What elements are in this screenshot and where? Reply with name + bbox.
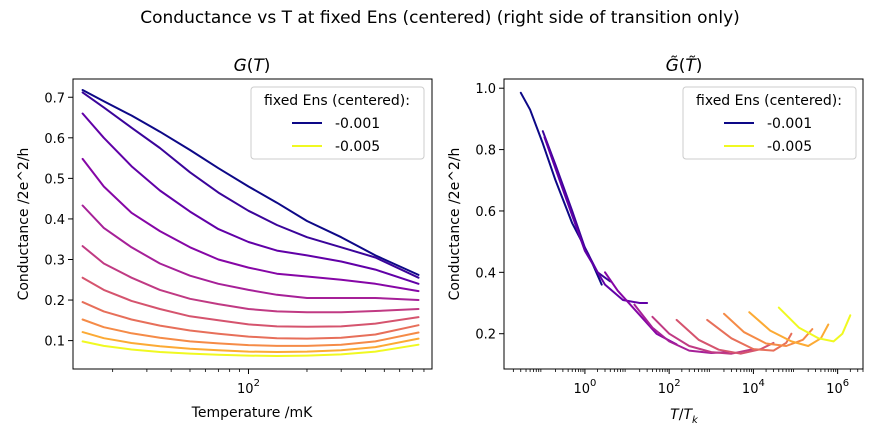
right-xtick-label: 100 bbox=[573, 378, 596, 397]
right-xtick-label: 106 bbox=[826, 378, 849, 397]
left-ytick-label: 0.5 bbox=[44, 172, 65, 187]
right-chart-title: G̃(T̃) bbox=[666, 55, 703, 76]
right-series-line-8 bbox=[706, 318, 793, 352]
left-series-line-11 bbox=[81, 340, 420, 357]
left-xtick-label: 102 bbox=[237, 378, 260, 397]
left-legend-label-2: -0.005 bbox=[335, 139, 380, 155]
left-chart-title: G(T) bbox=[234, 56, 271, 76]
left-series-line-1 bbox=[81, 89, 420, 276]
left-ytick-label: 0.1 bbox=[44, 335, 65, 350]
left-legend-box bbox=[250, 86, 425, 160]
left-plot-lines bbox=[81, 89, 420, 357]
left-ytick-label: 0.6 bbox=[44, 132, 65, 147]
right-series-line-11 bbox=[777, 306, 852, 343]
left-ytick-label: 0.3 bbox=[44, 253, 65, 268]
right-series-line-3 bbox=[543, 136, 649, 304]
right-series-line-9 bbox=[723, 312, 814, 347]
right-xtick-label: 104 bbox=[742, 378, 765, 397]
left-legend: fixed Ens (centered): -0.001 -0.005 bbox=[250, 86, 425, 160]
left-subplot: G(T) 0.1 0.2 0.3 0.4 0.5 0.6 0.7 102 Temperatur… bbox=[16, 56, 433, 421]
left-series-line-2 bbox=[81, 91, 420, 279]
right-legend-label-1: -0.001 bbox=[767, 116, 812, 132]
right-legend-box bbox=[682, 86, 857, 160]
left-ytick-label: 0.7 bbox=[44, 91, 65, 106]
right-xlabel: T/Tk bbox=[670, 407, 699, 426]
left-axis-ticks: 0.1 0.2 0.3 0.4 0.5 0.6 0.7 102 bbox=[44, 91, 425, 397]
left-xlabel: Temperature /mK bbox=[191, 405, 313, 421]
left-series-line-10 bbox=[81, 331, 420, 353]
left-series-line-7 bbox=[81, 276, 420, 328]
right-ytick-label: 0.8 bbox=[475, 144, 496, 159]
left-series-line-4 bbox=[81, 157, 420, 293]
left-series-line-8 bbox=[81, 301, 420, 340]
left-series-line-3 bbox=[81, 112, 420, 285]
left-legend-title: fixed Ens (centered): bbox=[264, 93, 410, 109]
left-ylabel: Conductance /2e^2/h bbox=[16, 148, 32, 301]
figure-suptitle: Conductance vs T at fixed Ens (centered)… bbox=[140, 8, 740, 28]
right-xtick-label: 102 bbox=[658, 378, 681, 397]
right-ylabel: Conductance /2e^2/h bbox=[447, 148, 463, 301]
right-legend-label-2: -0.005 bbox=[767, 139, 812, 155]
right-plot-lines bbox=[519, 91, 852, 355]
right-series-line-10 bbox=[748, 311, 830, 347]
left-ytick-label: 0.4 bbox=[44, 213, 65, 228]
left-ytick-label: 0.2 bbox=[44, 294, 65, 309]
right-ytick-label: 0.4 bbox=[475, 266, 496, 281]
right-ytick-label: 0.2 bbox=[475, 328, 496, 343]
left-series-line-5 bbox=[81, 204, 420, 301]
right-legend-title: fixed Ens (centered): bbox=[696, 93, 842, 109]
right-legend: fixed Ens (centered): -0.001 -0.005 bbox=[682, 86, 857, 160]
left-legend-label-1: -0.001 bbox=[335, 116, 380, 132]
right-plot-frame bbox=[503, 78, 864, 370]
left-series-line-6 bbox=[81, 245, 420, 314]
right-series-line-7 bbox=[675, 318, 775, 355]
right-ytick-label: 1.0 bbox=[475, 82, 496, 97]
left-series-line-9 bbox=[81, 318, 420, 347]
right-ytick-label: 0.6 bbox=[475, 205, 496, 220]
left-plot-frame bbox=[72, 78, 433, 370]
